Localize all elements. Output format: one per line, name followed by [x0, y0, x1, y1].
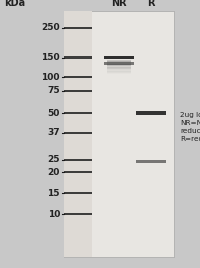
Text: NR: NR — [111, 0, 127, 8]
Text: 150: 150 — [41, 53, 60, 62]
Bar — [64, 90, 92, 92]
Bar — [64, 132, 92, 134]
Bar — [107, 64, 131, 66]
Text: 15: 15 — [48, 189, 60, 198]
Text: 20: 20 — [48, 168, 60, 177]
Bar — [107, 70, 131, 72]
Bar — [104, 62, 134, 65]
Bar — [107, 65, 131, 68]
Text: 75: 75 — [47, 86, 60, 95]
Bar — [64, 159, 92, 161]
Bar — [64, 11, 174, 257]
Bar — [64, 57, 92, 59]
Bar — [107, 61, 131, 64]
Bar — [64, 171, 92, 173]
Bar — [107, 67, 131, 69]
Bar — [64, 11, 92, 257]
Bar — [104, 56, 134, 59]
Text: 25: 25 — [48, 155, 60, 164]
Text: 250: 250 — [41, 24, 60, 32]
Bar — [64, 112, 92, 114]
Bar — [107, 60, 131, 62]
Bar — [107, 72, 131, 75]
Bar — [136, 159, 166, 163]
Bar — [64, 192, 92, 194]
Bar — [107, 71, 131, 73]
Text: R: R — [147, 0, 155, 8]
Bar — [136, 111, 166, 115]
Bar — [64, 76, 92, 78]
Bar — [64, 213, 92, 215]
Text: 100: 100 — [42, 73, 60, 82]
Bar — [107, 68, 131, 70]
Text: 50: 50 — [48, 109, 60, 118]
Bar — [107, 63, 131, 65]
Text: 10: 10 — [48, 210, 60, 219]
Text: kDa: kDa — [4, 0, 25, 8]
Text: 2ug loading
NR=Non-
reduced
R=reduced: 2ug loading NR=Non- reduced R=reduced — [180, 111, 200, 142]
Bar — [64, 27, 92, 29]
Text: 37: 37 — [47, 128, 60, 137]
